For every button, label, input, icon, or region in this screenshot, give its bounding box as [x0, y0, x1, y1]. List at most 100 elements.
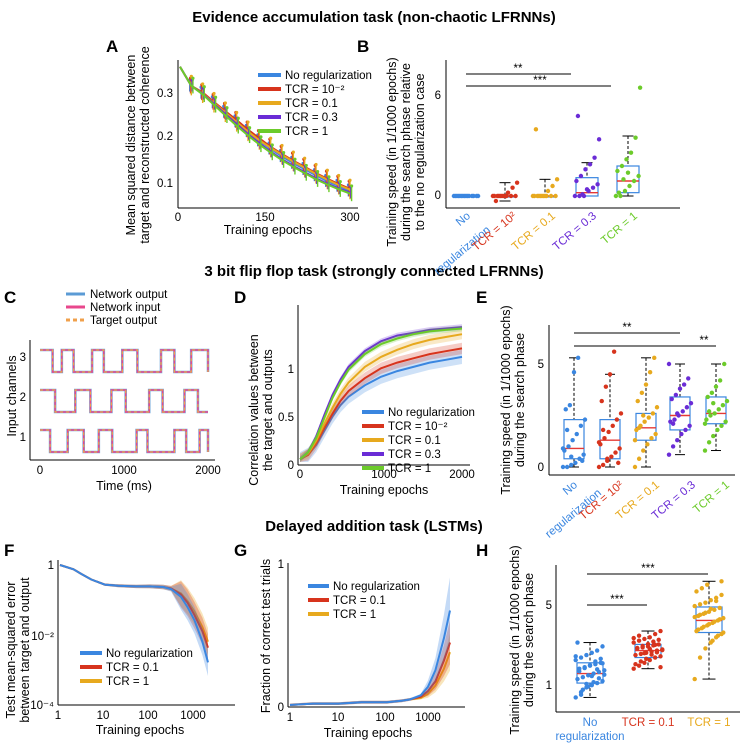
data-point — [533, 127, 539, 132]
data-point — [645, 641, 651, 647]
data-point — [614, 417, 620, 422]
panel-f-ytick: 10⁻⁴ — [30, 700, 54, 712]
data-point — [580, 687, 586, 692]
data-point — [711, 400, 716, 406]
data-point — [650, 411, 656, 416]
data-point — [687, 423, 692, 428]
data-point — [619, 163, 625, 169]
panel-h-ylabel-1: Training speed (in 1/1000 epochs) — [508, 545, 522, 734]
data-point — [681, 382, 687, 387]
data-point — [616, 190, 622, 195]
data-point — [621, 177, 626, 182]
data-point — [471, 193, 476, 199]
data-point — [548, 193, 554, 199]
legend-label: No regularization — [285, 70, 372, 82]
legend-label: TCR = 10⁻² — [285, 84, 345, 96]
error-cap — [327, 175, 331, 179]
data-point — [575, 355, 581, 361]
data-point — [649, 435, 654, 441]
data-point — [611, 349, 617, 354]
panel-g-xtick: 10 — [332, 712, 345, 724]
panel-d-ytick: 1 — [288, 364, 294, 376]
data-point — [574, 178, 579, 184]
data-point — [454, 193, 460, 199]
panel-f-xtick: 100 — [138, 710, 157, 722]
panel-d-ylabel-2: the target and outputs — [261, 349, 275, 471]
data-point — [699, 586, 705, 591]
panel-c-xtick: 2000 — [195, 465, 221, 477]
error-cap — [337, 173, 341, 178]
data-point — [575, 640, 580, 645]
panel-e-ylabel-2: during the search phase — [513, 333, 527, 467]
data-point — [600, 661, 605, 666]
data-point — [602, 435, 607, 441]
data-point — [627, 183, 632, 189]
panel-a-legend: No regularization TCR = 10⁻² TCR = 0.1 T… — [258, 70, 372, 138]
data-point — [613, 193, 619, 199]
legend-label: TCR = 0.1 — [106, 662, 159, 674]
panel-a-xtick: 300 — [340, 212, 359, 224]
data-point — [633, 652, 638, 658]
panel-b-ylabel-1: Training speed (in 1/1000 epochs) — [385, 57, 399, 246]
confidence-band — [300, 342, 462, 462]
series-line — [299, 333, 463, 461]
target-output-line — [40, 349, 209, 373]
data-point — [567, 403, 573, 408]
panel-label-d: D — [234, 288, 246, 307]
data-point — [645, 442, 650, 447]
data-point — [618, 411, 624, 416]
data-point — [616, 460, 621, 466]
box-iqr — [563, 419, 585, 460]
data-point — [703, 646, 708, 651]
data-point — [631, 666, 636, 671]
data-point — [701, 624, 706, 629]
error-cap — [259, 135, 263, 139]
panel-h-category: TCR = 1 — [687, 717, 730, 729]
error-cap — [223, 101, 227, 105]
error-cap — [191, 76, 195, 80]
data-point — [658, 654, 663, 659]
panel-b: Training speed (in 1/1000 epochs) during… — [385, 57, 680, 278]
data-point — [697, 602, 703, 607]
data-point — [577, 669, 582, 674]
data-point — [609, 454, 614, 459]
panel-label-g: G — [234, 541, 247, 560]
data-point — [632, 464, 638, 470]
data-point — [719, 579, 724, 584]
data-point — [684, 405, 690, 410]
data-point — [642, 660, 647, 666]
error-cap — [270, 143, 274, 147]
panel-a-xlabel: Training epochs — [224, 223, 312, 237]
panel-e: Training speed (in 1/1000 epochs) during… — [499, 305, 735, 541]
data-point — [631, 178, 637, 184]
data-point — [637, 85, 643, 90]
panel-label-f: F — [4, 541, 14, 560]
data-point — [596, 676, 602, 681]
error-cap — [236, 116, 240, 120]
panel-g-xtick: 1 — [287, 712, 293, 724]
data-point — [677, 386, 683, 391]
data-point — [712, 411, 717, 416]
panel-c-xlabel: Time (ms) — [96, 479, 152, 493]
data-point — [673, 392, 679, 398]
data-point — [463, 193, 469, 199]
data-point — [582, 665, 587, 671]
panel-a-ytick: 0.2 — [157, 131, 173, 143]
panel-h: Training speed (in 1/1000 epochs) during… — [508, 545, 740, 743]
data-point — [624, 157, 629, 162]
panel-a-ylabel-1: Mean squared distance between — [124, 55, 138, 236]
legend-label: TCR = 1 — [388, 463, 431, 475]
error-cap — [212, 91, 216, 96]
data-point — [573, 654, 578, 659]
panel-a-ytick: 0.1 — [157, 178, 173, 190]
data-point — [675, 411, 680, 416]
error-cap — [202, 85, 206, 89]
legend-label: TCR = 1 — [106, 676, 149, 688]
data-point — [636, 456, 642, 461]
data-point — [660, 647, 665, 653]
panel-label-c: C — [4, 288, 16, 307]
data-point — [582, 417, 588, 422]
panel-f-ylabel-2: between target and output — [18, 577, 32, 723]
panel-b-series — [451, 85, 643, 204]
